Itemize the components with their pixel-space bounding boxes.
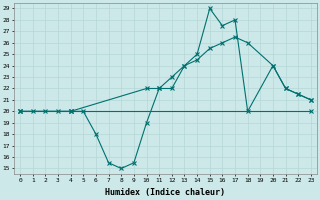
X-axis label: Humidex (Indice chaleur): Humidex (Indice chaleur) — [106, 188, 226, 197]
